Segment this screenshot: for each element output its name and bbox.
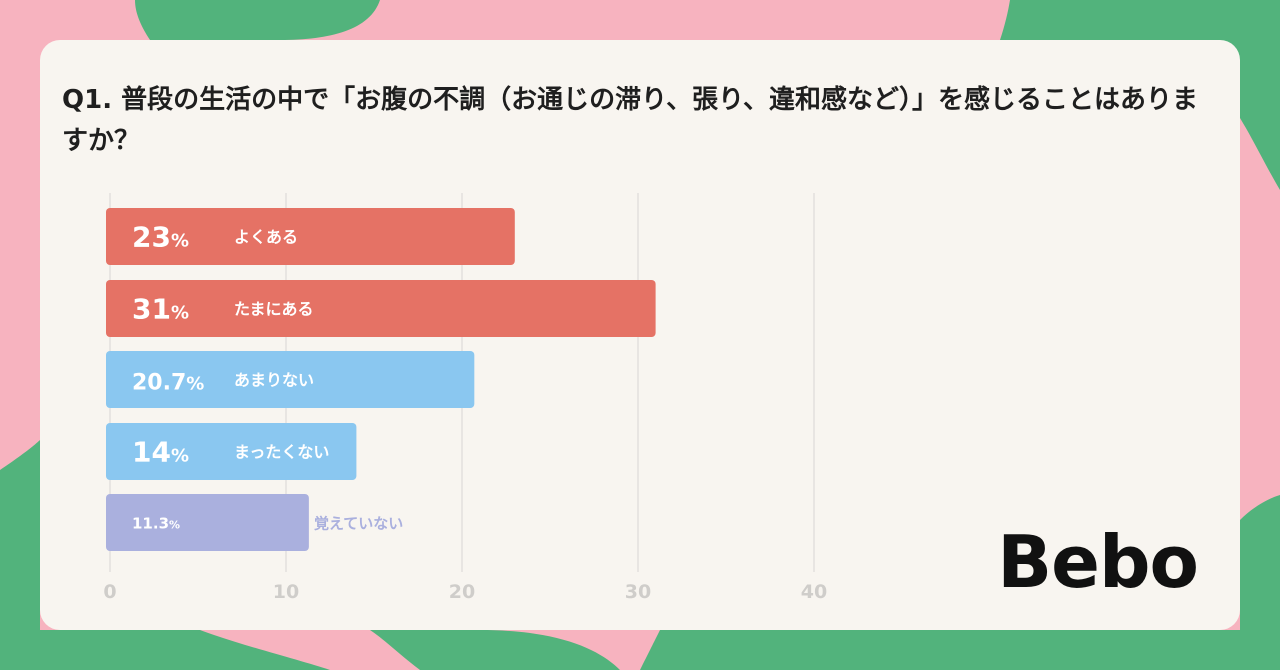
data-label: 23% [132, 221, 189, 254]
card: Q1. 普段の生活の中で「お腹の不調（お通じの滞り、張り、違和感など）」を感じる… [40, 40, 1240, 630]
x-tick-label: 0 [103, 581, 116, 603]
bar [106, 423, 357, 480]
background-blob-left [0, 440, 330, 670]
bar-chart: 0 10 20 30 40 23% よくある 31% たまにある 20.7% あまりない 14% まった… [103, 193, 827, 603]
x-tick-label: 20 [449, 581, 475, 603]
bar [106, 351, 475, 408]
page-title: Q1. 普段の生活の中で「お腹の不調（お通じの滞り、張り、違和感など）」を感じる… [62, 85, 1199, 156]
background-blob-bottom-right [640, 495, 1280, 670]
background-blob-bottom [370, 630, 620, 670]
data-label: 20.7% [132, 371, 204, 396]
data-label: 11.3% [132, 515, 180, 533]
bar [106, 280, 656, 337]
x-tick-label: 30 [625, 581, 651, 603]
x-tick-label: 40 [801, 581, 827, 603]
bar [106, 208, 515, 265]
brand-logo: Bebo [997, 520, 1199, 604]
x-tick-label: 10 [273, 581, 299, 603]
bar [106, 494, 309, 551]
category-label: まったくない [234, 443, 329, 462]
category-label: たまにある [234, 300, 314, 319]
category-label: 覚えていない [314, 515, 403, 533]
data-label: 31% [132, 293, 189, 326]
background-blob-top [135, 0, 380, 40]
category-label: あまりない [234, 371, 314, 390]
data-label: 14% [132, 436, 189, 469]
category-label: よくある [234, 228, 298, 247]
